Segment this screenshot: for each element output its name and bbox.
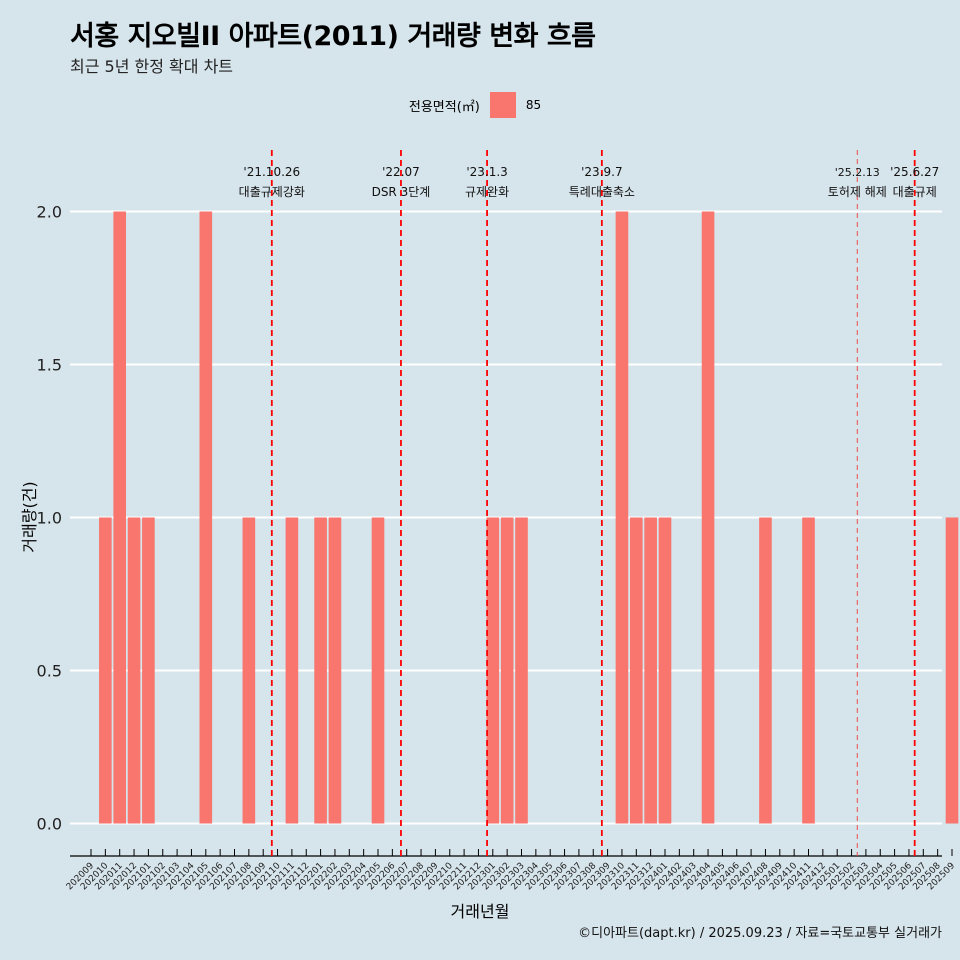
bar bbox=[945, 517, 959, 824]
event-label: 토허제 해제 bbox=[828, 185, 887, 199]
legend-title: 전용면적(㎡) bbox=[408, 99, 480, 115]
event-label: 규제완화 bbox=[465, 185, 509, 199]
event-label: DSR 3단계 bbox=[372, 185, 431, 199]
event-date-label: '25.2.13 bbox=[835, 166, 880, 179]
bar bbox=[644, 517, 657, 824]
bar bbox=[630, 517, 643, 824]
y-tick-label: 0.5 bbox=[37, 662, 62, 681]
bar bbox=[500, 517, 514, 824]
event-label: 특례대출축소 bbox=[569, 185, 635, 199]
y-tick-label: 1.0 bbox=[37, 509, 62, 528]
event-date-label: '22.07 bbox=[382, 165, 420, 179]
bar bbox=[486, 517, 500, 824]
legend-label: 85 bbox=[525, 98, 542, 112]
bar bbox=[515, 517, 528, 824]
bar bbox=[242, 517, 256, 824]
y-axis-title: 거래량(건) bbox=[20, 481, 39, 553]
event-date-label: '21.10.26 bbox=[243, 165, 300, 179]
event-label: 대출규제 bbox=[893, 185, 937, 199]
y-tick-label: 0.0 bbox=[37, 815, 62, 834]
chart-subtitle: 최근 5년 한정 확대 차트 bbox=[70, 57, 234, 76]
y-tick-label: 1.5 bbox=[37, 356, 62, 375]
legend: 전용면적(㎡) 85 bbox=[0, 92, 960, 118]
event-date-label: '23.9.7 bbox=[581, 165, 622, 179]
x-axis-title: 거래년월 bbox=[450, 902, 510, 921]
bar bbox=[759, 517, 772, 824]
bar bbox=[199, 211, 213, 824]
bar bbox=[701, 211, 715, 824]
event-label: 대출규제강화 bbox=[239, 185, 305, 199]
bar bbox=[127, 517, 141, 824]
bar bbox=[802, 517, 815, 824]
legend-swatch bbox=[489, 92, 516, 118]
event-date-label: '25.6.27 bbox=[890, 165, 939, 179]
y-tick-label: 2.0 bbox=[37, 203, 62, 222]
bar bbox=[285, 517, 299, 824]
bar bbox=[615, 211, 629, 824]
bar bbox=[142, 517, 155, 824]
bar bbox=[99, 517, 112, 824]
bar bbox=[113, 211, 126, 824]
bar bbox=[658, 517, 672, 824]
chart-title: 서홍 지오빌II 아파트(2011) 거래량 변화 흐름 bbox=[70, 21, 596, 52]
bar bbox=[371, 517, 385, 824]
source-caption: ©디아파트(dapt.kr) / 2025.09.23 / 자료=국토교통부 실… bbox=[578, 926, 942, 941]
bar bbox=[328, 517, 342, 824]
bar bbox=[314, 517, 327, 824]
event-date-label: '23.1.3 bbox=[466, 165, 507, 179]
